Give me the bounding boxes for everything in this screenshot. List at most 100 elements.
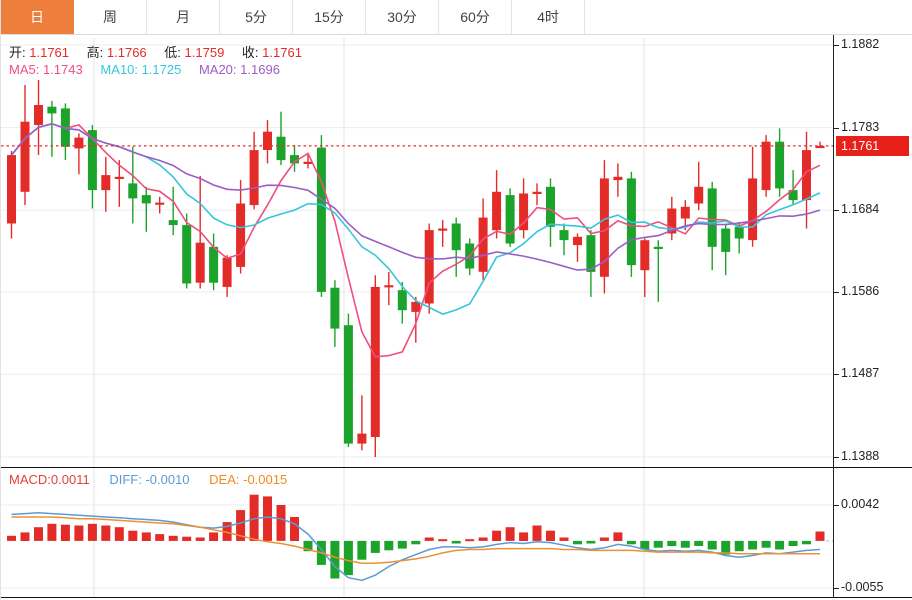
macd-hist-bar — [451, 540, 461, 544]
macd-hist-bar — [370, 540, 380, 553]
candle-body — [788, 190, 798, 201]
candle-body — [47, 106, 57, 114]
candle-body — [101, 175, 111, 191]
candle-body — [559, 230, 569, 241]
candle-body — [263, 131, 272, 150]
ma20-legend: MA20: 1.1696 — [198, 62, 280, 77]
diff-line — [11, 511, 821, 582]
macd-hist-bar — [613, 532, 623, 541]
macd-hist-bar — [168, 535, 178, 541]
period-tab-bar: 日周月 5分 15分 30分 60分 4时 — [1, 0, 912, 35]
macd-hist-bar — [141, 532, 151, 541]
macd-hist-bar — [222, 522, 232, 541]
candle-body — [195, 242, 205, 283]
macd-hist-bar — [546, 530, 555, 541]
candle-body — [424, 230, 434, 304]
candle-body — [721, 228, 731, 252]
macd-hist-bar — [290, 517, 299, 541]
macd-hist-bar — [478, 537, 488, 541]
macd-hist-bar — [573, 540, 582, 545]
price-axis-line — [833, 35, 834, 598]
macd-hist-bar — [195, 537, 205, 541]
macd-hist-bar — [505, 527, 515, 541]
candle-body — [680, 206, 690, 219]
candle-body — [7, 155, 16, 224]
price-tick-label-tickmark — [833, 128, 839, 129]
tab-period-2[interactable]: 月 — [147, 0, 220, 34]
macd-hist-bar — [734, 540, 744, 552]
macd-hist-bar — [492, 530, 502, 541]
tab-period-6[interactable]: 60分 — [439, 0, 512, 34]
candle-body — [586, 235, 596, 272]
candle-body — [451, 223, 461, 251]
candle-body — [182, 225, 192, 284]
candle-body — [222, 257, 232, 287]
candle-body — [667, 208, 677, 234]
tab-period-1[interactable]: 周 — [74, 0, 147, 34]
candle-body — [761, 141, 771, 191]
current-price-label: 1.1761 — [836, 136, 909, 156]
tab-period-7[interactable]: 4时 — [512, 0, 585, 34]
close-value: 1.1761 — [262, 45, 302, 60]
candle-body — [411, 301, 421, 312]
open-label: 开: — [9, 45, 26, 60]
macd-hist-bar — [653, 540, 663, 548]
tab-period-4[interactable]: 15分 — [293, 0, 366, 34]
tab-period-3[interactable]: 5分 — [220, 0, 293, 34]
macd-hist-bar — [599, 537, 609, 541]
macd-hist-bar — [330, 540, 340, 579]
candle-body — [330, 287, 340, 329]
candle-body — [276, 136, 286, 161]
candle-body — [370, 286, 380, 437]
macd-hist-bar — [707, 540, 717, 550]
macd-hist-bar — [586, 540, 596, 544]
macd-hist-bar — [263, 496, 272, 541]
candle-body — [599, 178, 609, 277]
macd-hist-bar — [411, 540, 421, 545]
ma10-legend: MA10: 1.1725 — [100, 62, 182, 77]
macd-hist-bar — [721, 540, 731, 555]
candle-body — [303, 161, 313, 164]
macd-tick-label-tickmark — [833, 588, 839, 589]
kline-ohlc-legend: 开: 1.1761 高: 1.1766 低: 1.1759 收: 1.1761 — [9, 42, 316, 61]
tab-period-0[interactable]: 日 — [1, 0, 74, 34]
macd-hist-bar — [640, 540, 650, 550]
candle-body — [87, 130, 97, 191]
macd-hist-bar — [155, 534, 165, 541]
candle-body — [128, 183, 138, 199]
tab-period-5[interactable]: 30分 — [366, 0, 439, 34]
macd-hist-bar — [101, 525, 111, 541]
macd-value-legend: MACD:0.0011 — [9, 472, 90, 487]
dea-line — [11, 516, 820, 564]
macd-tick-label-tickmark — [833, 505, 839, 506]
macd-hist-bar — [775, 540, 785, 550]
macd-legend: MACD:0.0011 DIFF: -0.0010 DEA: -0.0015 — [9, 472, 287, 487]
macd-hist-bar — [87, 523, 97, 541]
price-tick-label: 1.1783 — [841, 120, 880, 134]
macd-hist-bar — [343, 540, 353, 576]
candle-body — [546, 186, 555, 227]
macd-hist-bar — [438, 539, 448, 542]
candle-body — [316, 147, 326, 292]
candle-body — [802, 150, 811, 201]
macd-hist-bar — [802, 540, 811, 545]
macd-hist-bar — [236, 510, 246, 541]
open-value: 1.1761 — [29, 45, 70, 60]
candle-body — [532, 191, 542, 194]
low-value: 1.1759 — [184, 45, 225, 60]
candle-body — [613, 176, 623, 181]
macd-hist-bar — [748, 540, 758, 550]
candle-body — [694, 186, 704, 204]
candle-body — [155, 202, 165, 205]
ma5-line — [10, 122, 821, 358]
candle-body — [290, 155, 299, 164]
dea-value-legend: DEA: -0.0015 — [209, 472, 288, 487]
candle-body — [438, 228, 448, 231]
diff-value-legend: DIFF: -0.0010 — [109, 472, 190, 487]
candle-body — [343, 325, 353, 444]
price-tick-label-tickmark — [833, 457, 839, 458]
candle-body — [168, 220, 178, 226]
ma5-legend: MA5: 1.1743 — [9, 62, 83, 77]
price-tick-label-tickmark — [833, 210, 839, 211]
candle-body — [519, 193, 529, 231]
